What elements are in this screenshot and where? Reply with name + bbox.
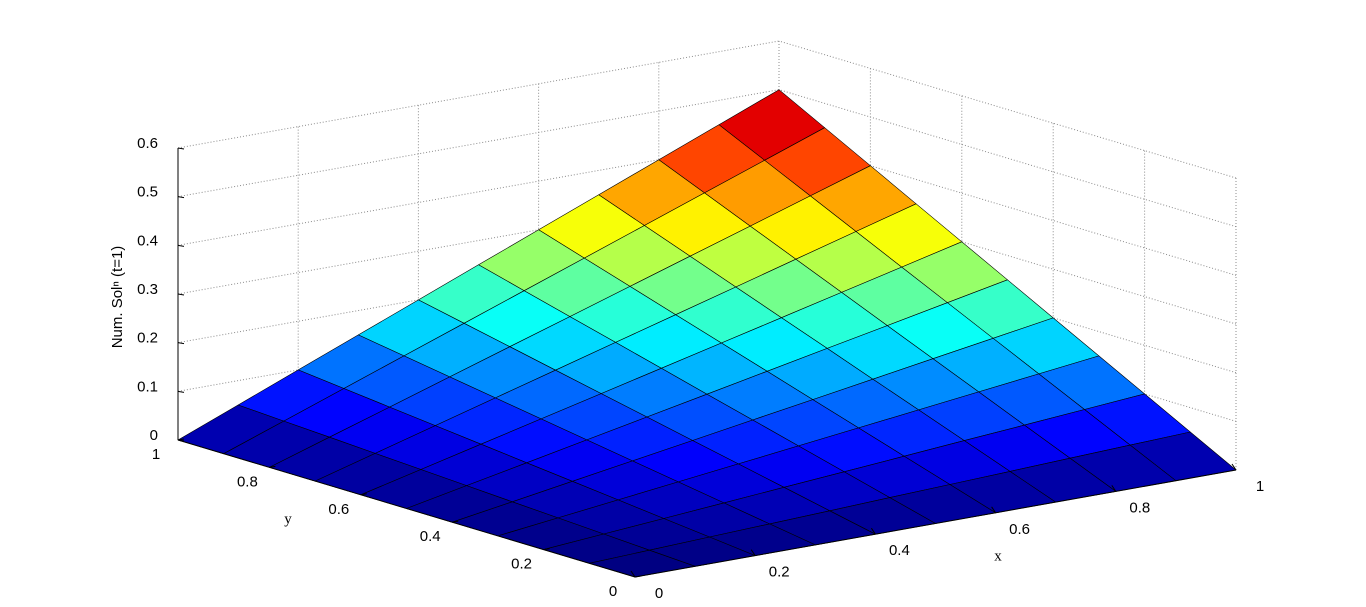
tick-mark — [750, 549, 756, 556]
z-axis-label: Num. Solⁿ (t=1) — [109, 246, 126, 349]
tick-mark — [870, 527, 876, 535]
z-tick-label: 0.2 — [137, 330, 158, 347]
y-tick-label: 0.4 — [420, 528, 441, 545]
axes: 0 0.2 0.4 0.6 0.8 1 0 0.2 0.4 0.6 0.8 1 0 0.1 0.2 0.3 0.… — [137, 135, 1264, 602]
z-tick-label: 0.5 — [137, 184, 158, 201]
z-tick-label: 0.6 — [137, 135, 158, 152]
y-tick-label: 0.2 — [511, 556, 532, 573]
tick-mark — [177, 439, 185, 442]
grid-line — [177, 40, 780, 149]
tick-mark — [1111, 485, 1117, 492]
surface — [177, 89, 1237, 578]
tick-mark — [360, 493, 367, 496]
z-tick-label: 0 — [150, 427, 158, 444]
y-axis-label: y — [284, 511, 292, 527]
tick-mark — [269, 465, 276, 468]
z-tick-label: 0.4 — [137, 232, 158, 249]
tick-mark — [177, 293, 185, 296]
tick-mark — [177, 244, 185, 247]
y-tick-label: 1 — [152, 446, 160, 463]
x-tick-label: 0.8 — [1129, 499, 1150, 516]
x-axis-line — [634, 469, 1237, 578]
x-tick-label: 0.2 — [769, 564, 790, 581]
y-tick-label: 0 — [609, 583, 617, 600]
tick-mark — [1231, 463, 1237, 471]
tick-mark — [177, 196, 185, 199]
tick-mark — [991, 506, 997, 514]
tick-mark — [177, 390, 185, 393]
tick-mark — [630, 570, 636, 578]
y-axis-line — [177, 439, 636, 578]
z-tick-label: 0.3 — [137, 281, 158, 298]
tick-mark — [177, 342, 185, 345]
tick-mark — [177, 147, 185, 150]
z-tick-label: 0.1 — [137, 378, 158, 395]
y-tick-label: 0.6 — [328, 501, 349, 518]
x-tick-label: 0 — [655, 585, 663, 602]
y-tick-label: 0.8 — [237, 473, 258, 490]
x-axis-label: x — [994, 548, 1002, 564]
x-tick-label: 1 — [1256, 478, 1264, 495]
tick-mark — [634, 575, 642, 578]
x-tick-label: 0.4 — [889, 542, 910, 559]
tick-mark — [543, 548, 550, 551]
tick-mark — [452, 520, 459, 523]
x-tick-label: 0.6 — [1009, 521, 1030, 538]
